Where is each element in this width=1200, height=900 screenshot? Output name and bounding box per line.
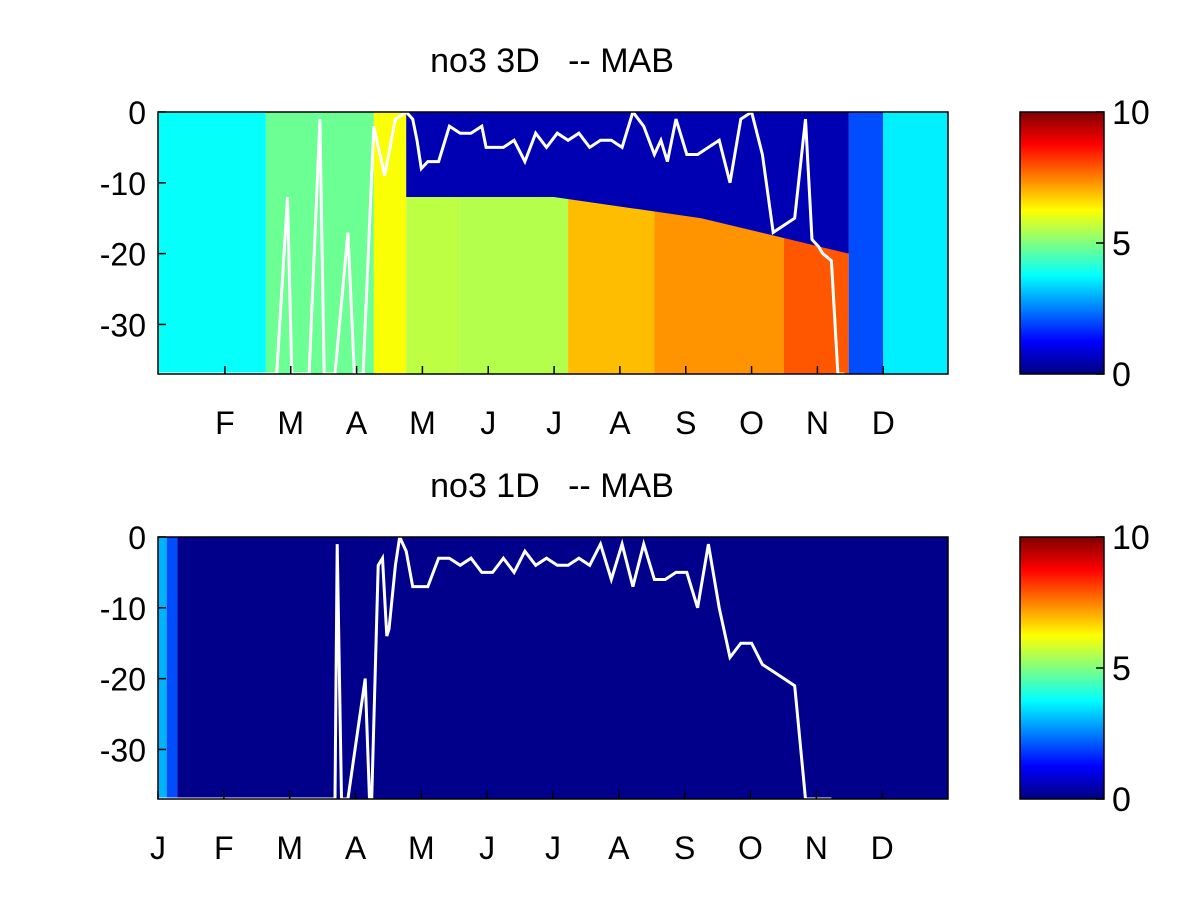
bot-x-tick-label-7: A [608,830,630,866]
bot-y-tick-label-3: -30 [100,732,146,768]
top-x-tick-label-7: S [675,405,696,441]
top-x-tick-label-0: F [215,405,235,441]
top-colorbar-tick-label-0: 10 [1112,94,1150,132]
top-colorbar: 10 5 0 [1019,94,1150,394]
bot-y-tick-label-0: 0 [128,520,146,556]
top-plot-area [157,108,949,376]
top-y-tick-label-2: -20 [100,237,146,273]
top-x-tick-label-3: M [409,405,436,441]
top-x-tick-label-10: D [872,405,895,441]
top-colorbar-tick-label-1: 5 [1112,225,1131,263]
bottom-chart-title: no3 1D -- MAB [430,467,674,505]
bottom-mixed-layer-line [158,531,832,801]
top-heatmap-column-8 [848,112,884,374]
top-x-tick-label-5: J [546,405,562,441]
top-x-tick-label-8: O [739,405,764,441]
top-colorbar-tick-label-2: 0 [1112,356,1131,394]
bot-y-tick-label-2: -20 [100,662,146,698]
top-x-tick-label-4: J [480,405,496,441]
bot-colorbar-tick-label-0: 10 [1112,519,1150,557]
bot-x-tick-label-2: M [276,830,303,866]
bot-x-tick-label-1: F [214,830,234,866]
top-y-tick-label-3: -30 [100,307,146,343]
top-heatmap-column-9 [883,112,948,374]
top-x-tick-label-1: M [277,405,304,441]
bot-x-tick-label-3: A [345,830,367,866]
bot-heatmap-column-0 [158,537,167,799]
top-y-tick-label-0: 0 [128,95,146,131]
bot-heatmap-column-1 [166,537,178,799]
bot-x-tick-label-10: N [805,830,828,866]
top-x-tick-label-2: A [346,405,368,441]
bot-x-tick-label-6: J [545,830,561,866]
bot-x-tick-label-4: M [408,830,435,866]
bot-x-tick-label-8: S [674,830,695,866]
bot-x-tick-label-5: J [479,830,495,866]
bot-colorbar-tick-label-2: 0 [1112,781,1131,819]
bot-y-tick-label-1: -10 [100,591,146,627]
bot-x-tick-label-9: O [738,830,763,866]
bot-x-tick-label-11: D [871,830,894,866]
bottom-colorbar: 10 5 0 [1019,519,1150,819]
bottom-plot-area [157,531,949,801]
bot-colorbar-tick-label-1: 5 [1112,650,1131,688]
top-heatmap-column-0 [158,112,266,374]
top-x-tick-label-6: A [609,405,631,441]
bot-x-tick-label-0: J [150,830,166,866]
top-x-tick-label-9: N [806,405,829,441]
bot-heatmap-column-2 [177,537,949,799]
top-y-tick-label-1: -10 [100,166,146,202]
top-chart-title: no3 3D -- MAB [430,42,674,80]
